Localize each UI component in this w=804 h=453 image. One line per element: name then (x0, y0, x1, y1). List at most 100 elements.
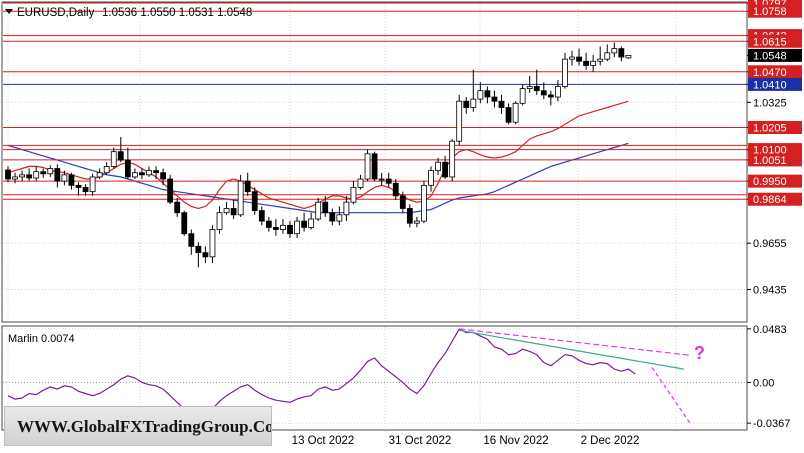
candle-body (5, 169, 11, 180)
marlin-line (7, 328, 636, 419)
projection-line (651, 367, 691, 424)
candle-body (216, 212, 223, 230)
candle-body (385, 178, 392, 184)
candle-body (40, 171, 47, 175)
price-axis-label: 1.0758 (753, 6, 787, 18)
time-axis-label: 31 Oct 2022 (389, 435, 452, 447)
time-axis-label: 16 Nov 2022 (483, 435, 548, 447)
candle-body (160, 172, 167, 180)
candle-body (378, 178, 385, 181)
indicator-axis-label: 0.0483 (753, 324, 787, 336)
candle-body (146, 170, 152, 176)
candle-body (82, 187, 89, 193)
candle-body (174, 201, 181, 214)
candle-body (75, 184, 82, 188)
price-axis-label: 1.0470 (753, 67, 787, 79)
price-axis-label: 0.9435 (753, 284, 787, 296)
indicator-axis-label: -0.0367 (753, 418, 790, 430)
chart-ohlc: 1.0536 1.0550 1.0531 1.0548 (102, 7, 252, 19)
candle-body (357, 178, 364, 188)
candle-body (308, 218, 315, 228)
trendline-lower (459, 329, 685, 370)
candle-body (583, 60, 589, 66)
candle-body (265, 220, 272, 228)
candle-body (280, 224, 286, 230)
candle-body (54, 168, 61, 182)
indicator-axis-label: 0.00 (753, 377, 774, 389)
candle-body (251, 191, 258, 211)
candle-body (103, 166, 110, 174)
candle-body (442, 161, 449, 178)
candle-body (413, 220, 420, 224)
candle-body (371, 153, 378, 180)
candle-body (209, 229, 216, 258)
candle-body (322, 201, 329, 214)
candle-body (47, 168, 54, 175)
candle-body (181, 212, 188, 235)
candle-body (562, 58, 568, 87)
candle-body (12, 176, 18, 180)
candle-body (590, 60, 597, 66)
price-tag (748, 34, 802, 48)
candle-body (470, 98, 477, 108)
candle-body (244, 180, 251, 193)
price-tag (748, 153, 802, 167)
chart-symbol: EURUSD,Daily (17, 7, 95, 19)
candle-body (110, 151, 117, 167)
candle-body (406, 208, 413, 224)
candle-body (139, 172, 145, 176)
candle-body (505, 107, 512, 123)
price-tag (748, 65, 802, 79)
price-axis-label: 1.0205 (753, 123, 787, 135)
price-axis-label: 1.0548 (753, 50, 787, 62)
symbol-dropdown-icon[interactable] (5, 9, 13, 14)
candle-body (167, 178, 174, 203)
candle-body (498, 100, 505, 108)
candle-body (188, 233, 195, 247)
candle-body (428, 170, 434, 186)
candle-body (364, 153, 371, 180)
question-mark-annotation: ? (694, 343, 705, 363)
candle-body (491, 96, 498, 102)
trendline-upper (459, 328, 691, 356)
price-axis-label: 1.0410 (753, 79, 787, 91)
price-axis-label: 1.0051 (753, 155, 787, 167)
candle-body (336, 214, 343, 222)
candle-body (195, 245, 202, 254)
price-tag (748, 192, 802, 206)
candle-body (540, 90, 547, 96)
candle-body (237, 180, 244, 216)
price-tag (748, 48, 802, 62)
candles (5, 42, 632, 268)
candle-body (153, 170, 159, 174)
candle-body (477, 90, 484, 100)
candle-body (512, 102, 519, 123)
indicator-lines (3, 328, 747, 424)
candle-body (456, 100, 463, 142)
candle-body (533, 86, 540, 92)
candle-body (555, 86, 561, 98)
candle-body (343, 201, 350, 216)
candle-body (68, 174, 75, 186)
candle-body (124, 159, 131, 178)
time-axis: 13 Oct 2022 31 Oct 2022 16 Nov 2022 2 Dec 2… (292, 435, 640, 447)
candle-body (26, 174, 33, 179)
time-axis-label: 2 Dec 2022 (581, 435, 640, 447)
candle-body (96, 172, 103, 178)
candle-body (230, 208, 237, 216)
candle-body (294, 220, 300, 235)
price-tag (748, 4, 802, 18)
candle-body (597, 58, 604, 62)
price-tag (748, 143, 802, 157)
price-tag (748, 174, 802, 188)
candle-body (569, 56, 575, 60)
candle-body (202, 252, 209, 258)
price-axis: 1.03250.96550.94351.07971.07581.06421.06… (747, 0, 802, 430)
indicator-label: Marlin 0.0074 (8, 333, 75, 345)
price-tag (748, 121, 802, 135)
candle-body (301, 220, 308, 228)
candle-body (463, 100, 470, 108)
candle-body (223, 208, 230, 214)
candle-body (399, 195, 406, 209)
